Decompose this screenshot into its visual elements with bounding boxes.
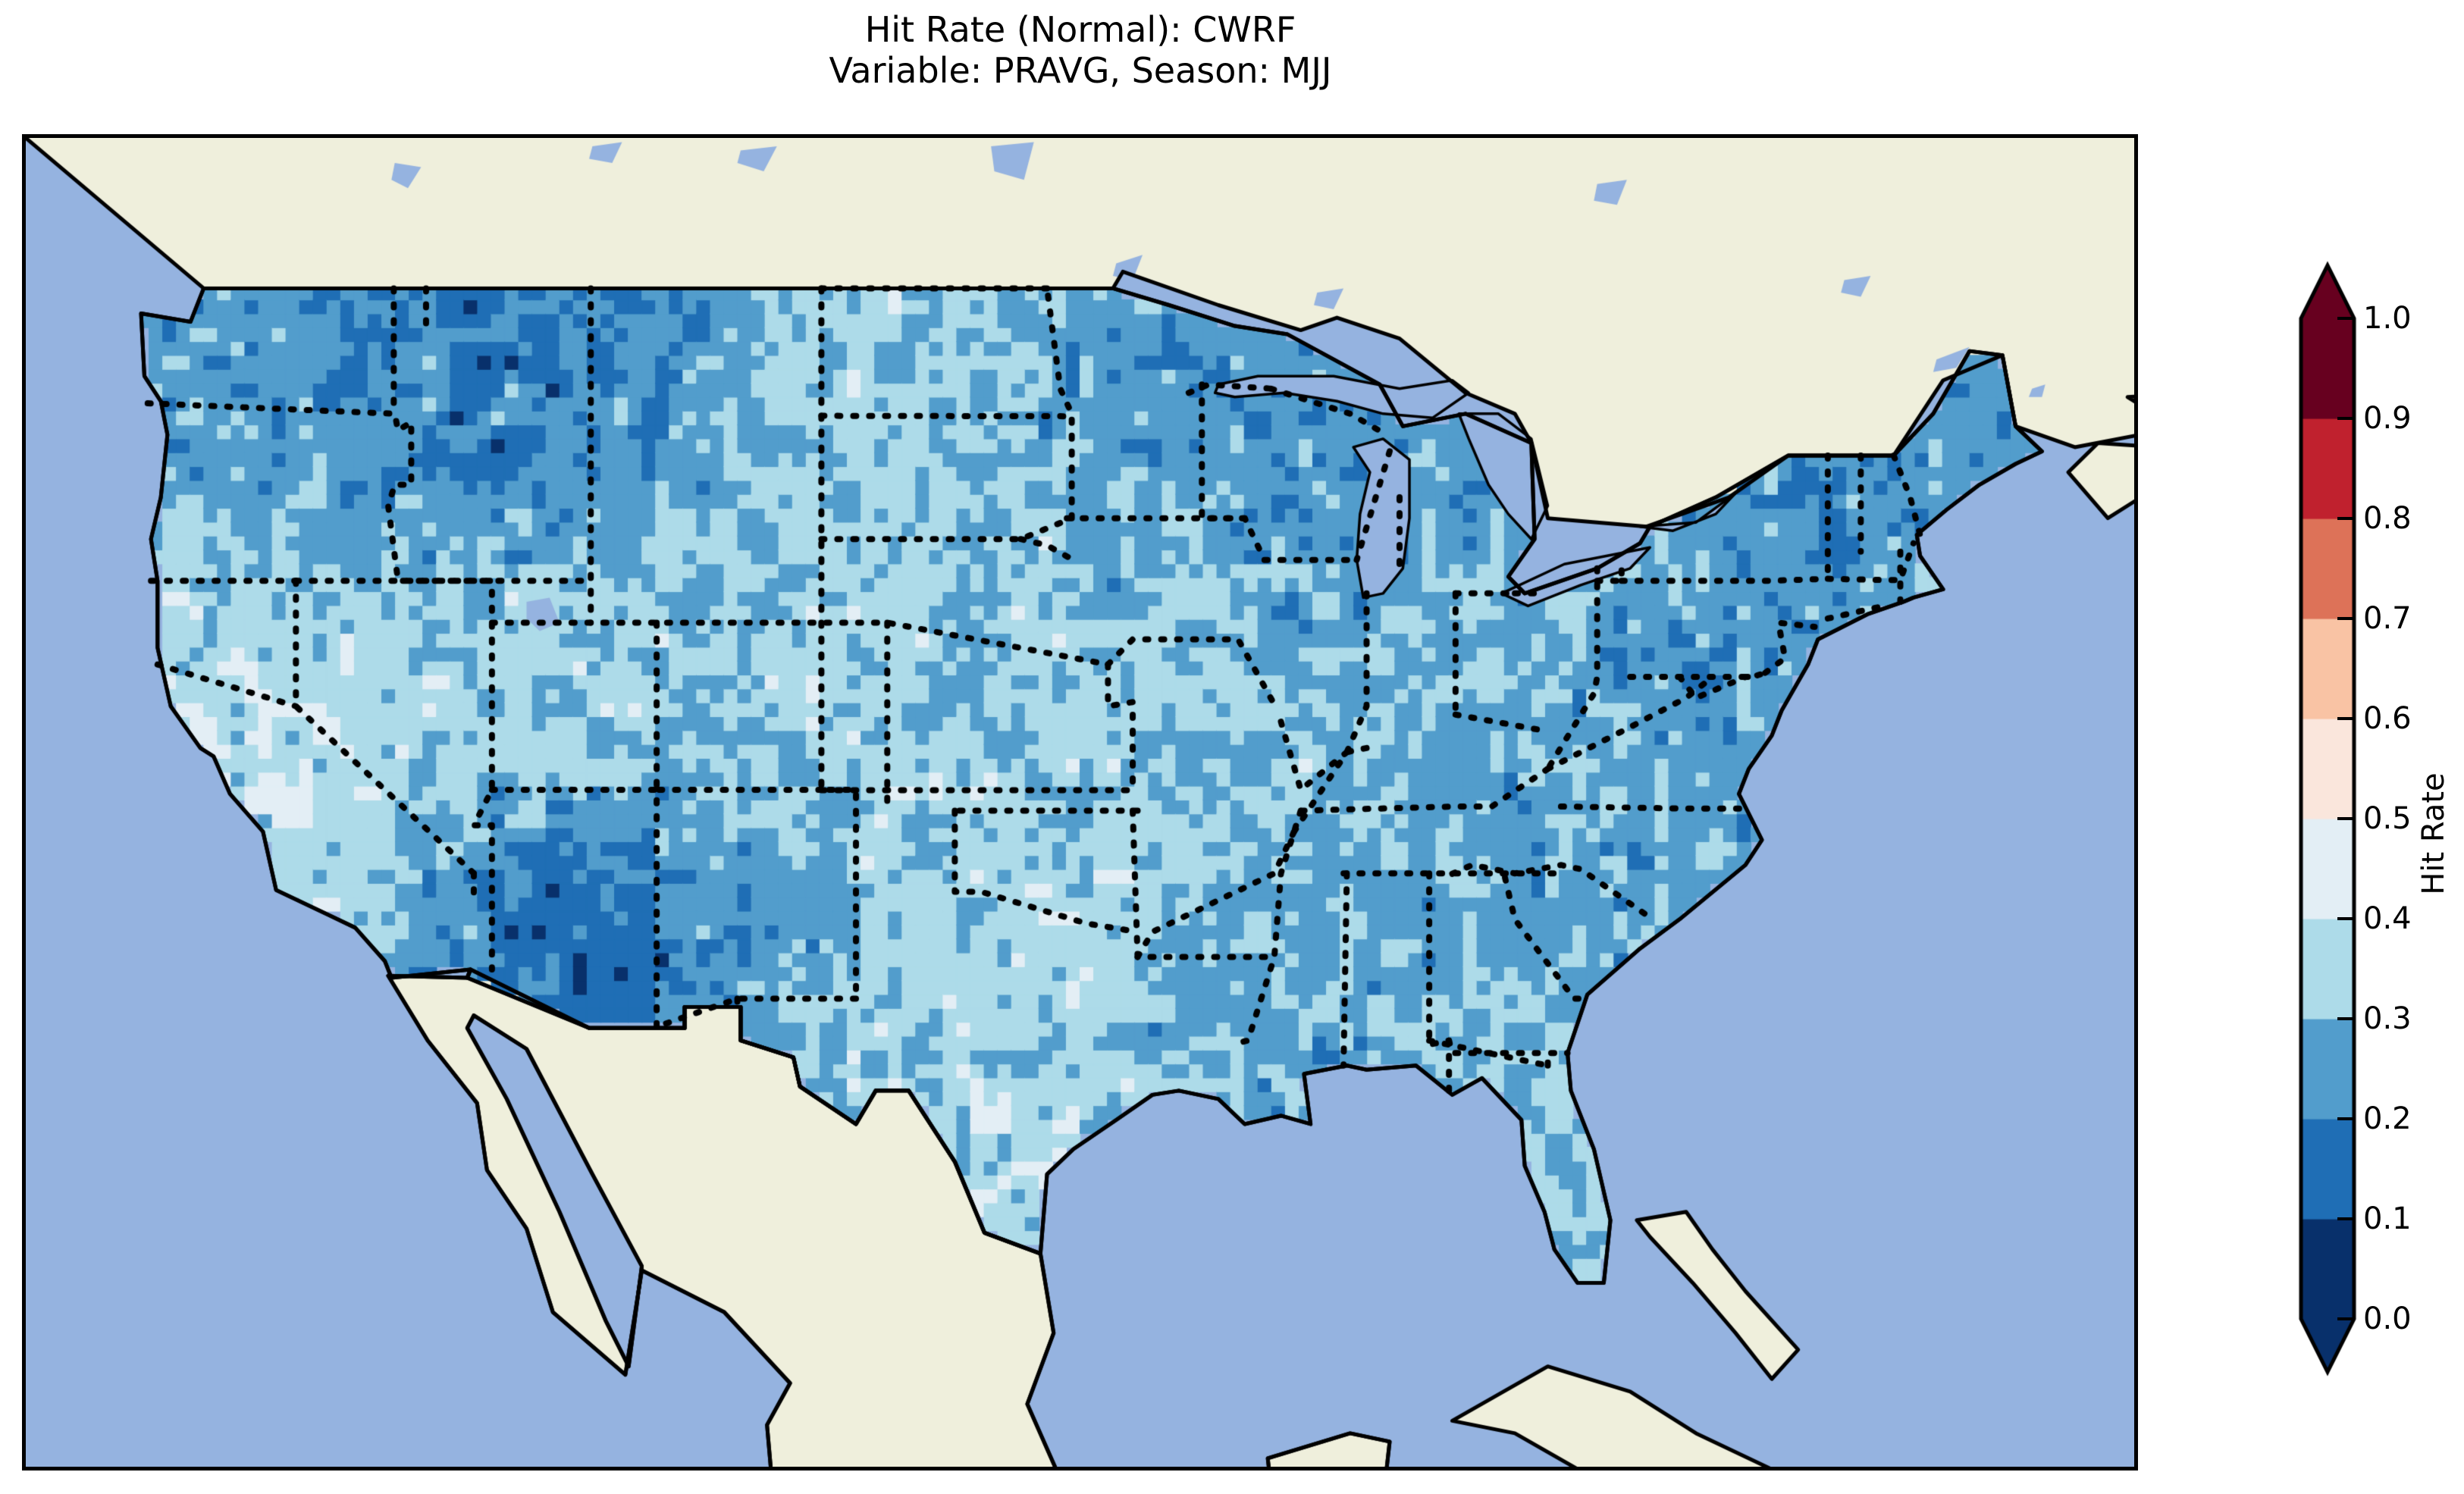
colorbar-tick-mark xyxy=(2337,317,2354,320)
colorbar-tick-label: 0.0 xyxy=(2363,1301,2412,1336)
colorbar-tick-label: 0.2 xyxy=(2363,1101,2412,1136)
colorbar-tick-label: 0.5 xyxy=(2363,801,2412,836)
colorbar-tick-label: 0.7 xyxy=(2363,601,2412,636)
colorbar-tick-label: 0.8 xyxy=(2363,501,2412,536)
colorbar-tick-mark xyxy=(2337,917,2354,920)
colorbar-tick-label: 0.9 xyxy=(2363,401,2412,436)
colorbar-tick-mark xyxy=(2337,617,2354,620)
colorbar-tick-mark xyxy=(2337,417,2354,420)
colorbar-tick-mark xyxy=(2337,1117,2354,1120)
colorbar: 0.0 0.1 0.2 0.3 0.4 0.5 0.6 0.7 0.8 0.9 1.0 Hit Ra… xyxy=(2271,227,2451,1440)
colorbar-axis-label: Hit Rate xyxy=(2416,772,2451,895)
colorbar-ticks: 0.0 0.1 0.2 0.3 0.4 0.5 0.6 0.7 0.8 0.9 1.0 xyxy=(2271,227,2445,1440)
colorbar-tick-label: 1.0 xyxy=(2363,301,2412,336)
colorbar-tick-mark xyxy=(2337,1317,2354,1320)
colorbar-gradient xyxy=(2271,227,2445,1440)
colorbar-tick-mark xyxy=(2337,1017,2354,1020)
figure-title: Hit Rate (Normal): CWRF xyxy=(864,9,1296,50)
colorbar-tick-label: 0.6 xyxy=(2363,701,2412,736)
figure-title-block: Hit Rate (Normal): CWRF Variable: PRAVG,… xyxy=(0,0,2161,92)
colorbar-tick-label: 0.3 xyxy=(2363,1001,2412,1036)
colorbar-tick-mark xyxy=(2337,817,2354,820)
colorbar-tick-mark xyxy=(2337,717,2354,720)
colorbar-tick-label: 0.1 xyxy=(2363,1201,2412,1236)
map-axes-frame xyxy=(22,134,2138,1471)
colorbar-tick-label: 0.4 xyxy=(2363,901,2412,936)
figure-subtitle: Variable: PRAVG, Season: MJJ xyxy=(829,50,1332,92)
colorbar-tick-mark xyxy=(2337,517,2354,520)
colorbar-tick-mark xyxy=(2337,1217,2354,1220)
hit-rate-map xyxy=(26,138,2134,1467)
